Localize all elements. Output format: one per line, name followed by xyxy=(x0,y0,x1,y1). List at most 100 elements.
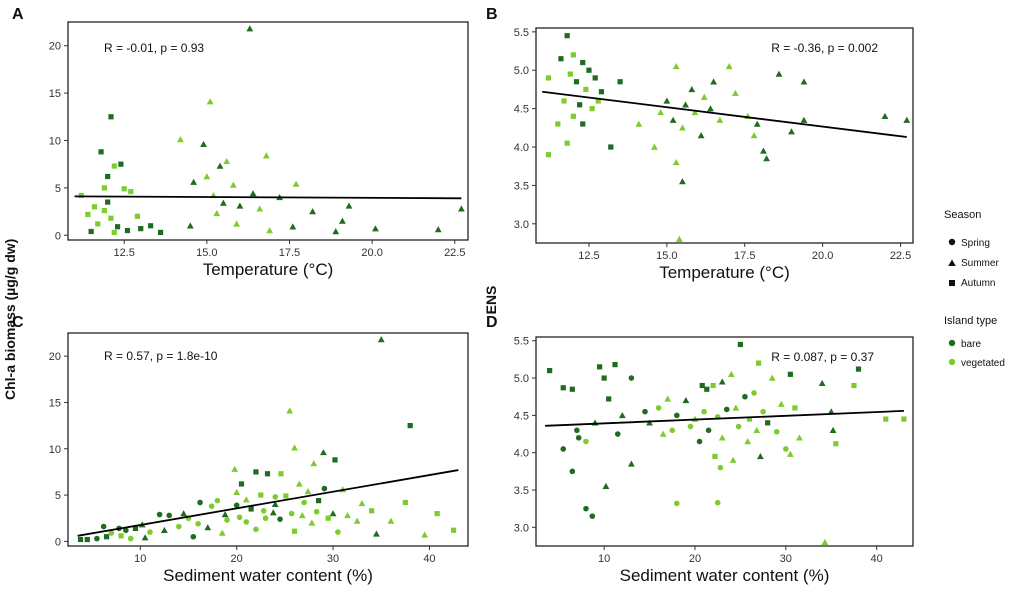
panel-c-point-spring xyxy=(208,503,215,509)
panel-a-y-tick-label: 15 xyxy=(49,88,61,100)
panel-c-point-summer xyxy=(242,496,250,503)
panel-b-point-autumn xyxy=(545,152,552,158)
panel-d-x-tick-label: 20 xyxy=(689,553,701,565)
panel-d-point-autumn xyxy=(765,420,771,426)
panel-d-point-autumn xyxy=(569,386,575,392)
panel-b-point-summer xyxy=(697,132,705,139)
panel-a-point-summer xyxy=(345,202,353,209)
panel-a-y-tick-label: 10 xyxy=(49,135,61,147)
panel-c-point-spring xyxy=(335,529,341,535)
panel-d-x-tick-label: 40 xyxy=(871,553,883,565)
panel-c-point-spring xyxy=(108,530,115,536)
panel-a-point-summer xyxy=(332,228,340,235)
panel-c-point-summer xyxy=(304,487,312,495)
panel-a-y-tick-label: 5 xyxy=(55,183,61,195)
panel-d-point-autumn xyxy=(855,366,862,372)
panel-b-x-axis-title: Temperature (°C) xyxy=(659,263,790,282)
panel-d-point-spring xyxy=(655,405,662,411)
panel-b-point-autumn xyxy=(567,71,573,77)
panel-d-point-summer xyxy=(756,453,764,460)
panel-b-x-tick-label: 17.5 xyxy=(734,250,755,262)
panel-b-point-autumn xyxy=(589,106,595,112)
panel-c-y-tick-label: 5 xyxy=(55,490,61,502)
panel-a-point-summer xyxy=(223,157,231,165)
panel-a-point-autumn xyxy=(85,211,91,218)
panel-c-point-summer xyxy=(180,510,188,517)
panel-a-point-summer xyxy=(309,208,317,215)
panel-b-point-summer xyxy=(707,105,714,112)
panel-b-point-autumn xyxy=(595,98,601,104)
panel-d-point-summer xyxy=(796,434,803,441)
panel-b-y-tick-label: 3.5 xyxy=(514,180,529,192)
panel-d-point-autumn xyxy=(712,453,718,460)
panel-d-point-summer xyxy=(627,460,635,467)
panel-letter-b: B xyxy=(486,6,498,23)
panel-d-point-spring xyxy=(687,423,694,430)
panel-b-point-autumn xyxy=(577,102,583,108)
panel-d-point-summer xyxy=(682,397,690,404)
panel-b-point-summer xyxy=(800,78,808,85)
panel-c-point-spring xyxy=(156,511,163,518)
panel-d-point-spring xyxy=(760,408,766,415)
panel-d-point-autumn xyxy=(787,371,793,377)
panel-c-point-spring xyxy=(253,526,259,533)
panel-b-x-tick-label: 15.0 xyxy=(656,250,677,262)
panel-b-point-autumn xyxy=(564,140,570,146)
panel-c-x-axis-title: Sediment water content (%) xyxy=(163,566,373,585)
panel-b-point-summer xyxy=(672,158,680,166)
panel-a-point-autumn xyxy=(148,223,154,229)
panel-d-y-tick-label: 4.0 xyxy=(514,448,529,460)
panel-c-point-autumn xyxy=(248,506,254,512)
panel-d-point-spring xyxy=(701,408,707,415)
panel-c-point-summer xyxy=(204,524,212,531)
panel-d-point-spring xyxy=(783,446,789,452)
panel-c-point-summer xyxy=(295,480,303,487)
panel-a-point-summer xyxy=(266,227,274,234)
panel-b-point-autumn xyxy=(580,121,586,127)
panel-b-point-summer xyxy=(669,116,677,123)
panel-a-point-summer xyxy=(246,25,254,32)
panel-d-point-spring xyxy=(574,427,580,434)
panel-d-plot-frame xyxy=(535,336,914,547)
panel-b-point-summer xyxy=(732,89,739,96)
panel-c-point-summer xyxy=(221,511,229,518)
panel-c-point-autumn xyxy=(103,534,110,540)
panel-c-point-summer xyxy=(218,529,226,536)
panel-d-point-autumn xyxy=(704,386,710,392)
panel-a-point-summer xyxy=(338,217,346,224)
panel-c-point-summer xyxy=(231,465,239,472)
panel-c-point-summer xyxy=(298,512,306,519)
legend: Season Spring Summer Autumn Island type … xyxy=(944,209,1005,369)
panel-c-point-summer xyxy=(269,509,277,516)
panel-a-point-summer xyxy=(249,190,257,197)
panel-c-point-spring xyxy=(243,519,250,525)
panel-c-point-autumn xyxy=(118,533,124,539)
panel-c-point-spring xyxy=(176,523,182,530)
panel-c-point-spring xyxy=(100,523,107,530)
panel-c-point-summer xyxy=(233,488,241,496)
panel-c-point-spring xyxy=(236,514,243,521)
panel-a-point-summer xyxy=(190,178,198,185)
panel-c-point-autumn xyxy=(402,499,408,506)
panel-d-point-summer xyxy=(718,378,726,385)
panel-d-point-spring xyxy=(642,408,648,415)
panel-d-point-summer xyxy=(718,434,726,441)
panel-c-y-tick-label: 0 xyxy=(55,536,61,548)
panel-b-point-autumn xyxy=(580,59,586,66)
panel-a-point-summer xyxy=(206,98,214,105)
panel-a-point-summer xyxy=(213,210,221,217)
panel-d-point-autumn xyxy=(851,382,857,389)
panel-b-y-tick-label: 3.0 xyxy=(514,219,529,231)
panel-a-point-autumn xyxy=(111,229,117,236)
panel-d-point-autumn xyxy=(883,416,889,422)
panel-d-point-spring xyxy=(773,428,780,435)
panel-c-point-spring xyxy=(262,515,269,522)
panel-b-point-summer xyxy=(753,120,761,127)
panel-c-point-spring xyxy=(224,517,230,523)
panel-c-point-spring xyxy=(277,516,283,522)
panel-c-point-spring xyxy=(195,520,201,527)
panel-b-point-summer xyxy=(716,116,724,123)
panel-b-point-summer xyxy=(675,235,683,242)
panel-a-point-summer xyxy=(216,162,224,169)
